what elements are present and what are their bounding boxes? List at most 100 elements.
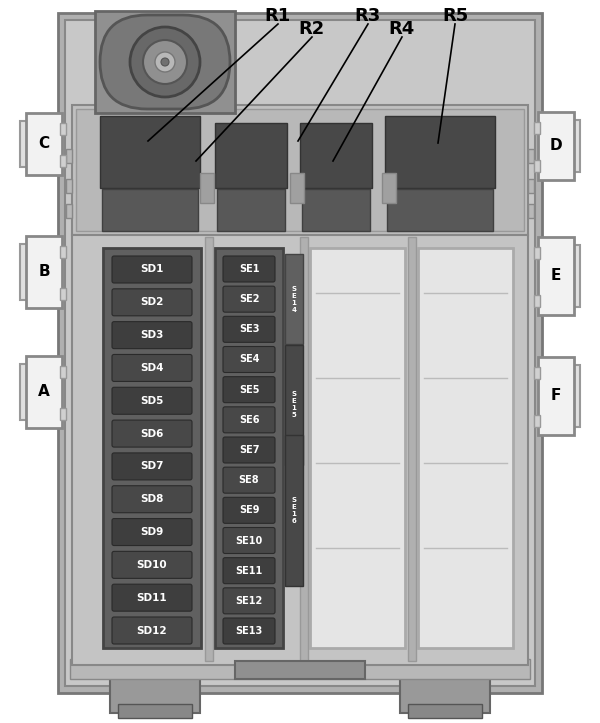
Bar (310, 248, 405, 648)
Circle shape (155, 52, 175, 72)
FancyBboxPatch shape (223, 377, 275, 403)
Bar (528, 179, 534, 193)
Text: R4: R4 (389, 20, 415, 38)
Bar (538, 237, 574, 315)
FancyBboxPatch shape (112, 388, 192, 414)
Text: SE5: SE5 (239, 385, 259, 395)
Text: SE10: SE10 (235, 536, 263, 545)
Text: D: D (550, 139, 562, 153)
Text: A: A (38, 385, 50, 400)
Bar (70, 659, 530, 679)
Bar (58, 13, 542, 693)
Text: SD2: SD2 (140, 297, 164, 307)
FancyBboxPatch shape (223, 256, 275, 282)
Bar (20, 364, 30, 420)
Text: SE2: SE2 (239, 294, 259, 304)
Bar (235, 661, 365, 679)
Text: S
E
1
5: S E 1 5 (292, 391, 296, 418)
Text: SE11: SE11 (235, 565, 263, 576)
Bar (570, 245, 580, 307)
FancyBboxPatch shape (223, 407, 275, 433)
Bar (65, 20, 535, 686)
Text: S
E
1
6: S E 1 6 (292, 497, 296, 524)
Bar (66, 204, 72, 218)
Bar (538, 357, 574, 435)
Text: SD3: SD3 (140, 330, 164, 340)
Bar (385, 116, 495, 188)
Bar (215, 123, 287, 188)
Bar (60, 366, 66, 378)
Text: SE1: SE1 (239, 264, 259, 274)
Bar (20, 121, 30, 167)
FancyBboxPatch shape (112, 354, 192, 382)
Text: SE13: SE13 (235, 626, 263, 636)
Bar (534, 415, 540, 427)
Bar (534, 160, 540, 172)
Bar (534, 122, 540, 134)
FancyBboxPatch shape (223, 528, 275, 554)
Text: SD10: SD10 (137, 560, 167, 570)
Bar (382, 173, 396, 203)
FancyBboxPatch shape (112, 552, 192, 578)
Bar (528, 149, 534, 163)
Bar (72, 105, 528, 235)
FancyBboxPatch shape (112, 518, 192, 546)
Bar (302, 189, 370, 231)
Text: E: E (551, 268, 561, 283)
FancyBboxPatch shape (223, 497, 275, 523)
Bar (538, 112, 574, 180)
FancyBboxPatch shape (223, 557, 275, 583)
Text: SD8: SD8 (140, 495, 164, 504)
Bar (66, 179, 72, 193)
Text: F: F (551, 388, 561, 403)
Bar (200, 173, 214, 203)
Circle shape (143, 40, 187, 84)
Text: SE8: SE8 (239, 475, 259, 485)
Circle shape (161, 58, 169, 66)
Text: R5: R5 (442, 7, 468, 25)
Text: SD5: SD5 (140, 395, 164, 406)
FancyBboxPatch shape (112, 322, 192, 348)
Text: SD6: SD6 (140, 429, 164, 439)
FancyBboxPatch shape (223, 467, 275, 493)
Bar (60, 288, 66, 300)
Text: R2: R2 (299, 20, 325, 38)
Bar (300, 237, 308, 661)
FancyBboxPatch shape (112, 486, 192, 513)
FancyBboxPatch shape (112, 453, 192, 480)
Bar (534, 295, 540, 307)
Bar (26, 113, 62, 175)
Text: SE4: SE4 (239, 354, 259, 364)
Bar (118, 704, 192, 718)
Text: SD9: SD9 (140, 527, 164, 537)
Bar (285, 254, 303, 344)
Text: SD1: SD1 (140, 265, 164, 275)
Bar (60, 155, 66, 167)
FancyBboxPatch shape (112, 288, 192, 316)
Bar (528, 204, 534, 218)
Bar (285, 435, 303, 586)
Text: SE3: SE3 (239, 325, 259, 334)
Text: SE7: SE7 (239, 445, 259, 455)
Text: C: C (38, 137, 50, 152)
Text: SD12: SD12 (137, 625, 167, 636)
Text: R1: R1 (265, 7, 291, 25)
Bar (387, 189, 493, 231)
Text: SE12: SE12 (235, 596, 263, 606)
Bar (72, 235, 528, 665)
Bar (20, 244, 30, 300)
FancyBboxPatch shape (223, 437, 275, 463)
FancyBboxPatch shape (223, 588, 275, 614)
Bar (290, 173, 304, 203)
Text: SE9: SE9 (239, 505, 259, 515)
Bar (300, 123, 372, 188)
Bar (66, 149, 72, 163)
FancyBboxPatch shape (112, 584, 192, 611)
Bar (103, 248, 201, 648)
Text: S
E
1
4: S E 1 4 (292, 286, 296, 312)
Bar (534, 247, 540, 259)
Bar (205, 237, 213, 661)
Bar (76, 109, 524, 231)
Bar (26, 236, 62, 308)
FancyBboxPatch shape (223, 317, 275, 342)
